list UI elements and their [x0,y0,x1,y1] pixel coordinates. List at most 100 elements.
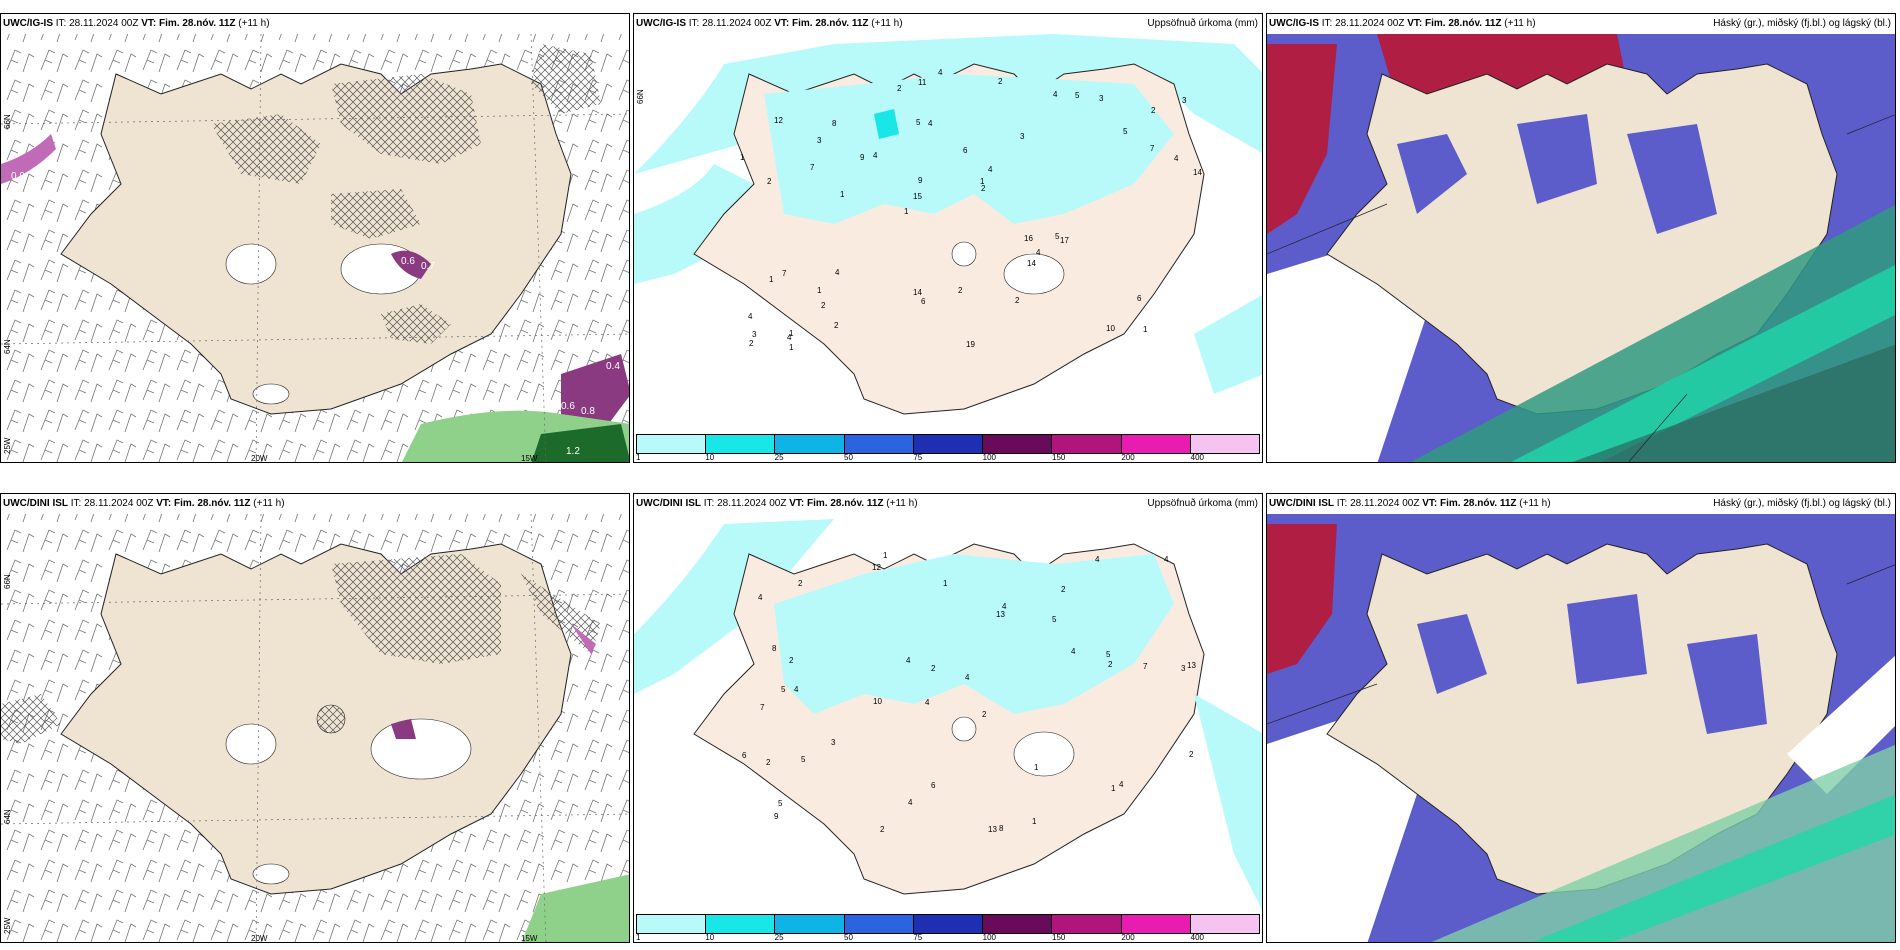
precip-value: 3 [1181,664,1186,673]
panel-ig-clouds: UWC/IG-IS IT: 28.11.2024 00Z VT: Fim. 28… [1266,13,1896,463]
precip-value: 15 [913,192,922,201]
precip-value: 11 [918,78,927,87]
wind-map: 0.9 0.6 0.7 0.6 0.4 0.8 1.2 [1,14,629,462]
precip-value: 2 [880,825,885,834]
colorbar-swatch [637,915,707,933]
precip-value: 2 [1108,660,1113,669]
precip-value: 4 [1119,780,1124,789]
cloud-map [1267,34,1895,462]
colorbar: 1 10 25 50 75 100 150 200 400 [634,434,1262,462]
precip-value: 12 [872,563,881,572]
precip-value: 16 [1024,234,1033,243]
precip-value: 2 [931,664,936,673]
cloud-map [1267,514,1895,942]
panel-dini-wind: UWC/DINI ISL IT: 28.11.2024 00Z VT: Fim.… [0,493,630,943]
colorbar-tick: 25 [774,453,784,462]
panel-header: UWC/DINI ISL IT: 28.11.2024 00Z VT: Fim.… [634,494,1262,514]
colorbar-swatch [1121,915,1191,933]
colorbar-tick: 100 [982,453,997,462]
precip-value: 5 [801,755,806,764]
precip-value: 4 [1053,90,1058,99]
precip-value: 3 [831,738,836,747]
precip-value: 4 [988,165,993,174]
precip-value: 7 [1143,662,1148,671]
precip-value: 4 [835,268,840,277]
precip-value: 14 [1027,259,1036,268]
panel-ig-wind: UWC/IG-IS IT: 28.11.2024 00Z VT: Fim. 28… [0,13,630,463]
precip-value: 5 [1123,127,1128,136]
precip-value: 2 [749,339,754,348]
value-label: 0.7 [421,261,435,272]
panel-header: UWC/DINI ISL IT: 28.11.2024 00Z VT: Fim.… [1,494,629,514]
colorbar-tick: 150 [1052,933,1066,942]
lon-label: 15W [521,934,538,943]
colorbar-ticks: 1 10 25 50 75 100 150 200 400 [636,933,1260,942]
lon-label: 15W [521,454,538,463]
lat-label: 66N [636,89,645,104]
panel-header: UWC/IG-IS IT: 28.11.2024 00Z VT: Fim. 28… [1,14,629,34]
precip-value: 9 [774,812,779,821]
precip-value: 6 [931,781,936,790]
colorbar-tick: 400 [1190,453,1205,462]
precip-value: 14 [913,288,922,297]
precip-value: 4 [1071,647,1076,656]
precip-value: 19 [966,340,975,349]
precip-value: 12 [774,116,783,125]
precip-value: 3 [752,330,757,339]
precip-value: 1 [883,551,888,560]
precip-value: 5 [778,799,783,808]
precip-value: 1 [1032,817,1037,826]
precip-value: 4 [965,673,970,682]
precip-value: 5 [781,685,786,694]
colorbar-tick: 150 [1052,453,1066,462]
precip-value: 9 [918,176,923,185]
precip-value: 4 [908,798,913,807]
precip-value: 13 [988,825,997,834]
precip-value: 5 [1052,615,1057,624]
colorbar-tick: 75 [913,933,923,942]
lon-label: 20W [251,934,268,943]
precip-value: 2 [1189,750,1194,759]
lat-label: 66N [3,114,12,129]
colorbar-swatch [706,915,776,933]
colorbar-swatch [775,915,845,933]
precip-value: 10 [873,697,882,706]
colorbar-swatch [983,435,1053,453]
precip-value: 3 [1020,132,1025,141]
lat-label: 64N [3,339,12,354]
panel-header: UWC/DINI ISL IT: 28.11.2024 00Z VT: Fim.… [1267,494,1895,514]
precip-value: 1 [789,343,794,352]
precip-value: 2 [798,579,803,588]
colorbar: 1 10 25 50 75 100 150 200 400 [634,914,1262,942]
colorbar-tick: 75 [913,453,923,462]
precip-value: 4 [928,119,933,128]
precip-value: 2 [998,77,1003,86]
colorbar-swatch [913,915,984,933]
precip-value: 9 [860,153,865,162]
colorbar-swatch [1190,915,1259,933]
panel-header: UWC/IG-IS IT: 28.11.2024 00Z VT: Fim. 28… [634,14,1262,34]
precip-value: 1 [740,153,745,162]
precip-value: 7 [760,703,765,712]
precip-value: 1 [840,190,845,199]
colorbar-tick: 200 [1121,933,1135,942]
precip-map: 1221315674424417121114167151498441065199… [634,34,1262,415]
precip-value: 4 [925,698,930,707]
precip-value: 1 [1034,763,1039,772]
precip-value: 1 [817,286,822,295]
lon-label: 20W [251,454,268,463]
precip-value: 2 [897,84,902,93]
colorbar-swatch [983,915,1053,933]
precip-value: 7 [782,269,787,278]
precip-value: 5 [916,118,921,127]
value-label: 0.6 [401,256,415,267]
precip-value: 2 [1061,585,1066,594]
precip-value: 6 [742,751,747,760]
precip-value: 5 [1055,232,1060,241]
colorbar-swatch [913,435,984,453]
precip-value: 2 [981,184,986,193]
lat-label: 66N [3,574,12,589]
value-label: 1.2 [566,446,580,457]
